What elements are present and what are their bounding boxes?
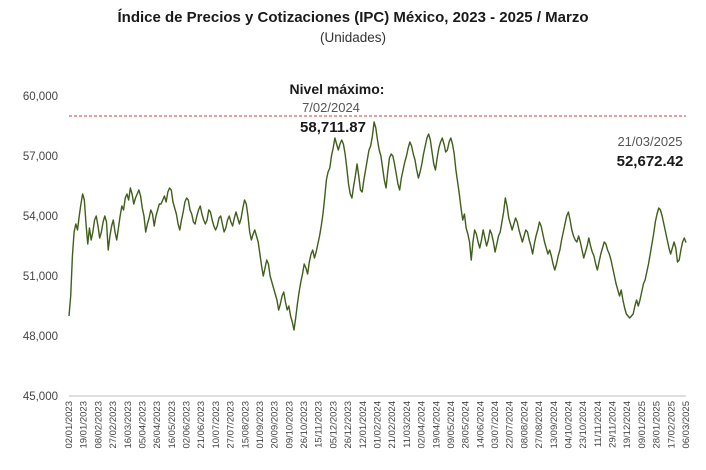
last-date: 21/03/2025 [617, 134, 682, 149]
x-tick-label: 27/07/2023 [226, 401, 237, 449]
x-tick-label: 02/04/2024 [417, 401, 428, 449]
x-tick-label: 12/01/2024 [358, 401, 369, 449]
chart-title: Índice de Precios y Cotizaciones (IPC) M… [117, 9, 589, 26]
x-tick-label: 03/07/2024 [490, 401, 501, 449]
x-tick-label: 19/04/2024 [431, 401, 442, 449]
y-tick-label: 60,000 [23, 91, 58, 103]
x-tick-label: 28/01/2025 [652, 401, 663, 449]
y-tick-label: 48,000 [23, 331, 58, 343]
x-tick-label: 27/02/2023 [108, 401, 119, 449]
x-tick-label: 26/12/2023 [343, 401, 354, 449]
y-tick-label: 51,000 [23, 271, 58, 283]
x-tick-label: 19/12/2024 [622, 401, 633, 449]
x-tick-label: 21/06/2023 [196, 401, 207, 449]
x-tick-label: 22/07/2024 [505, 401, 516, 449]
x-tick-label: 26/10/2023 [299, 401, 310, 449]
max-label: Nivel máximo: [290, 81, 385, 97]
x-tick-label: 09/01/2025 [637, 401, 648, 449]
x-axis-ticks: 02/01/2023 19/01/2023 08/02/2023 27/02/2023… [64, 401, 692, 449]
max-value: 58,711.87 [300, 119, 366, 136]
x-tick-label: 02/06/2023 [182, 401, 193, 449]
x-tick-label: 09/10/2023 [284, 401, 295, 449]
x-tick-label: 29/11/2024 [608, 401, 619, 448]
x-tick-label: 05/12/2023 [328, 401, 339, 449]
x-tick-label: 01/09/2023 [255, 401, 266, 449]
x-tick-label: 01/02/2024 [373, 401, 384, 449]
y-axis-ticks: 60,000 57,000 54,000 51,000 48,000 45,000 [23, 91, 58, 403]
x-tick-label: 11/11/2024 [593, 401, 604, 447]
x-tick-label: 17/02/2025 [666, 401, 677, 449]
chart-subtitle: (Unidades) [319, 30, 387, 45]
x-tick-label: 26/04/2023 [152, 401, 163, 449]
x-tick-label: 15/08/2023 [240, 401, 251, 449]
x-tick-label: 15/11/2023 [314, 401, 325, 448]
y-tick-label: 45,000 [23, 391, 58, 403]
y-tick-label: 54,000 [23, 211, 58, 223]
x-tick-label: 06/03/2025 [681, 401, 692, 449]
x-tick-label: 21/02/2024 [387, 401, 398, 449]
x-tick-label: 13/09/2024 [549, 401, 560, 449]
ipc-series-line [68, 121, 687, 331]
last-value: 52,672.42 [617, 153, 684, 170]
x-tick-label: 04/10/2024 [563, 401, 574, 449]
x-tick-label: 27/08/2024 [534, 401, 545, 449]
x-tick-label: 10/07/2023 [211, 401, 222, 449]
x-tick-label: 28/05/2024 [461, 401, 472, 449]
x-tick-label: 16/03/2023 [123, 401, 134, 449]
x-tick-label: 20/09/2023 [270, 401, 281, 449]
x-tick-label: 09/05/2024 [446, 401, 457, 449]
x-tick-label: 16/05/2023 [167, 401, 178, 449]
x-tick-label: 02/01/2023 [64, 401, 75, 449]
max-date: 7/02/2024 [302, 100, 360, 115]
x-tick-label: 19/01/2023 [79, 401, 90, 449]
x-tick-label: 05/04/2023 [137, 401, 148, 449]
x-tick-label: 11/03/2024 [402, 401, 413, 448]
x-tick-label: 14/06/2024 [475, 401, 486, 449]
x-tick-label: 23/10/2024 [578, 401, 589, 449]
x-tick-label: 08/08/2024 [519, 401, 530, 449]
y-tick-label: 57,000 [23, 151, 58, 163]
x-tick-label: 08/02/2023 [93, 401, 104, 449]
